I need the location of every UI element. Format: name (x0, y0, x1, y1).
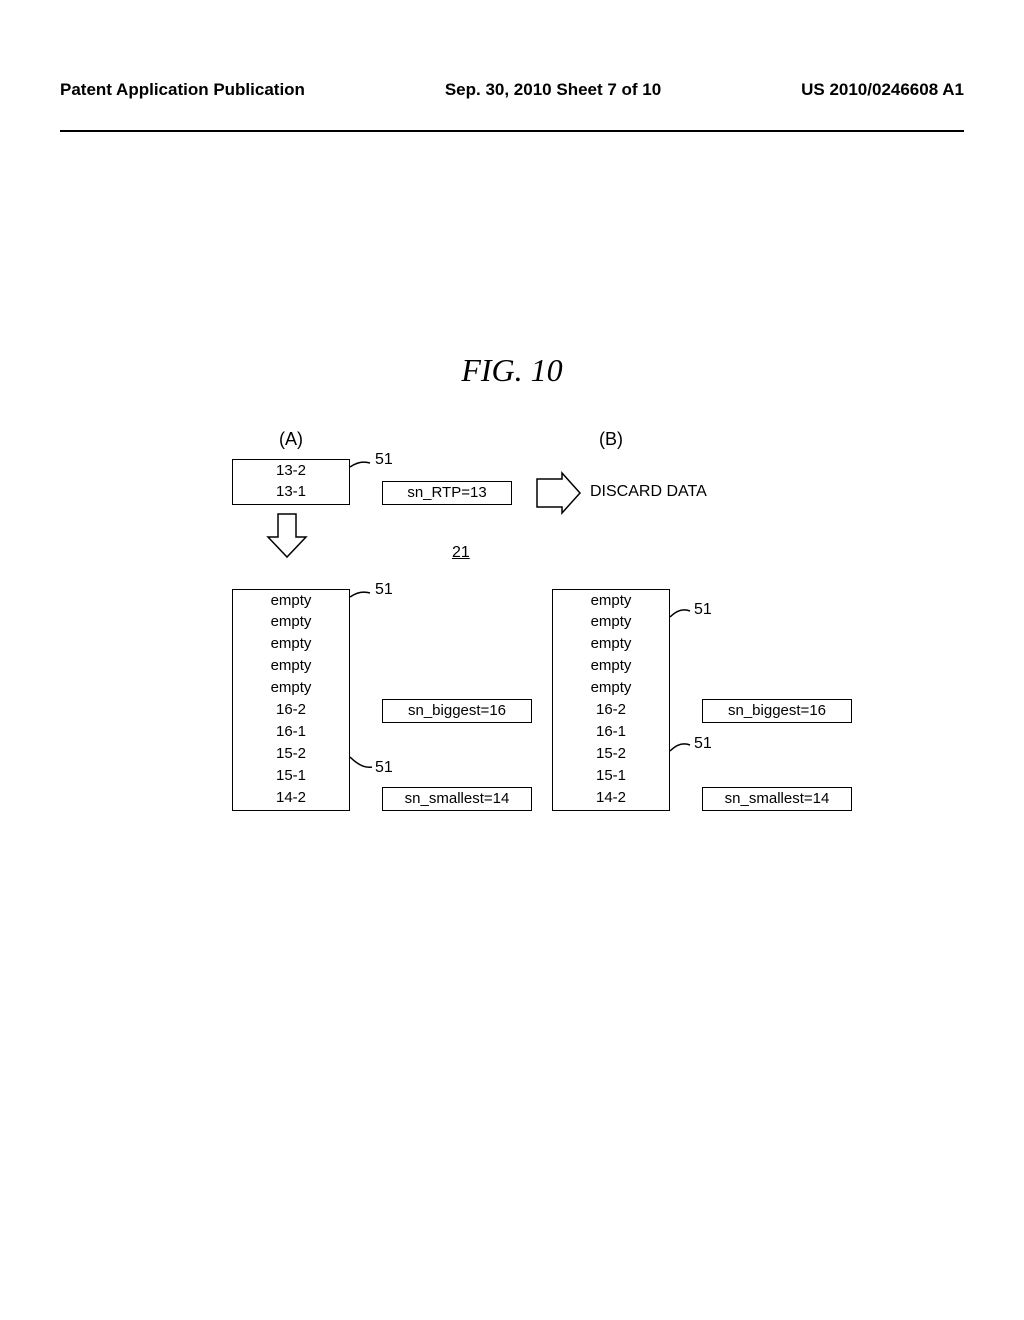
ref-51-a-mid: 51 (375, 759, 393, 777)
stack-b-cell-3: empty (552, 655, 670, 679)
stack-b-cell-9: 14-2 (552, 787, 670, 811)
stack-a-cell-2: empty (232, 633, 350, 657)
stack-a-cell-1: empty (232, 611, 350, 635)
stack-b-cell-2: empty (552, 633, 670, 657)
stack-a-cell-6: 16-1 (232, 721, 350, 745)
stack-a-cell-4: empty (232, 677, 350, 701)
discard-data-label: DISCARD DATA (590, 483, 707, 501)
stack-a-cell-0: empty (232, 589, 350, 613)
header-mid: Sep. 30, 2010 Sheet 7 of 10 (445, 80, 661, 100)
column-b-label: (B) (552, 429, 670, 450)
sn-biggest-b: sn_biggest=16 (702, 699, 852, 723)
sn-smallest-a: sn_smallest=14 (382, 787, 532, 811)
header-left: Patent Application Publication (60, 80, 305, 100)
stack-a-cell-8: 15-1 (232, 765, 350, 789)
figure-title: FIG. 10 (60, 352, 964, 389)
diagram-container: (A) (B) 13-2 13-1 51 sn_RTP=13 DISCARD D… (162, 429, 862, 969)
top-stack-cell-0: 13-2 (232, 459, 350, 483)
sn-rtp-box: sn_RTP=13 (382, 481, 512, 505)
stack-b-cell-5: 16-2 (552, 699, 670, 723)
ref-51-top: 51 (375, 451, 393, 469)
sn-biggest-a: sn_biggest=16 (382, 699, 532, 723)
header-rule (60, 130, 964, 132)
page-header: Patent Application Publication Sep. 30, … (60, 80, 964, 100)
stack-b-cell-8: 15-1 (552, 765, 670, 789)
stack-b-cell-0: empty (552, 589, 670, 613)
column-a-label: (A) (232, 429, 350, 450)
ref-51-a-top: 51 (375, 581, 393, 599)
sn-smallest-b: sn_smallest=14 (702, 787, 852, 811)
arrow-right-icon (532, 471, 582, 515)
top-stack-cell-1: 13-1 (232, 481, 350, 505)
stack-a-cell-5: 16-2 (232, 699, 350, 723)
stack-a-cell-3: empty (232, 655, 350, 679)
ref-51-b-top: 51 (694, 601, 712, 619)
stack-a-cell-9: 14-2 (232, 787, 350, 811)
stack-b-cell-1: empty (552, 611, 670, 635)
arrow-down-icon (262, 509, 312, 559)
stack-b-cell-4: empty (552, 677, 670, 701)
center-ref-21: 21 (452, 544, 470, 562)
stack-a-cell-7: 15-2 (232, 743, 350, 767)
ref-51-b-mid: 51 (694, 735, 712, 753)
stack-b-cell-6: 16-1 (552, 721, 670, 745)
stack-b-cell-7: 15-2 (552, 743, 670, 767)
header-right: US 2010/0246608 A1 (801, 80, 964, 100)
